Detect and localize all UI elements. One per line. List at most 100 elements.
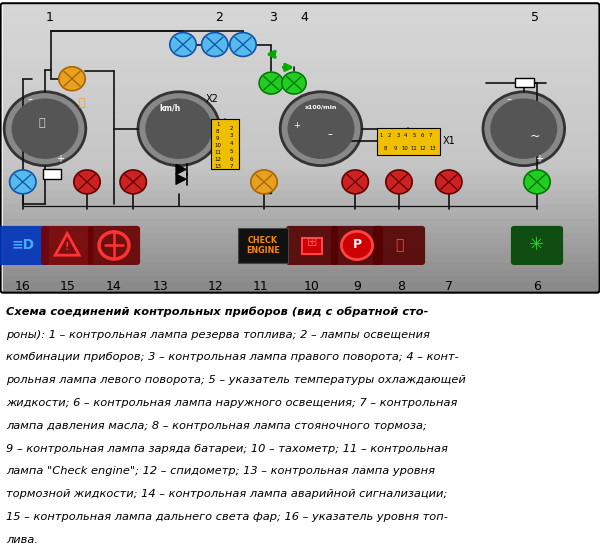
Bar — [238, 228, 288, 263]
Text: лампа "Check engine"; 12 – спидометр; 13 – контрольная лампа уровня: лампа "Check engine"; 12 – спидометр; 13… — [6, 466, 435, 476]
FancyBboxPatch shape — [0, 226, 49, 265]
Text: 3: 3 — [269, 11, 277, 24]
Bar — [3, 134, 597, 141]
Text: CHECK
ENGINE: CHECK ENGINE — [246, 236, 280, 255]
Circle shape — [145, 98, 212, 159]
Bar — [3, 276, 597, 283]
Text: тормозной жидкости; 14 – контрольная лампа аварийной сигнализации;: тормозной жидкости; 14 – контрольная лам… — [6, 489, 447, 499]
Text: 1: 1 — [45, 11, 53, 24]
Text: –: – — [328, 129, 332, 139]
Bar — [3, 255, 597, 262]
Text: 8: 8 — [384, 146, 388, 151]
Text: 8: 8 — [216, 129, 220, 134]
Circle shape — [490, 98, 557, 159]
Text: 8: 8 — [397, 280, 405, 293]
Text: +: + — [293, 122, 301, 130]
Text: ⛽: ⛽ — [38, 118, 46, 128]
Text: 14: 14 — [106, 280, 122, 293]
Circle shape — [287, 98, 355, 159]
Text: 15 – контрольная лампа дальнего света фар; 16 – указатель уровня топ-: 15 – контрольная лампа дальнего света фа… — [6, 512, 448, 522]
Text: 16: 16 — [15, 280, 31, 293]
Bar — [3, 233, 597, 241]
Text: 7: 7 — [230, 164, 233, 169]
Text: рольная лампа левого поворота; 5 – указатель температуры охлаждающей: рольная лампа левого поворота; 5 – указа… — [6, 375, 466, 385]
Text: 13: 13 — [153, 280, 169, 293]
Text: 6: 6 — [230, 156, 233, 161]
Circle shape — [120, 170, 146, 194]
FancyBboxPatch shape — [373, 226, 425, 265]
FancyBboxPatch shape — [88, 226, 140, 265]
Bar — [3, 12, 597, 20]
Bar — [3, 262, 597, 269]
Text: роны): 1 – контрольная лампа резерва топлива; 2 – лампы освещения: роны): 1 – контрольная лампа резерва топ… — [6, 330, 430, 339]
FancyBboxPatch shape — [331, 226, 383, 265]
Text: 9: 9 — [394, 146, 397, 151]
Text: x100/min: x100/min — [305, 104, 337, 110]
Text: 13: 13 — [429, 146, 436, 151]
Bar — [3, 226, 597, 233]
Bar — [3, 84, 597, 91]
Bar — [3, 91, 597, 98]
Circle shape — [251, 170, 277, 194]
Text: 1: 1 — [216, 122, 220, 127]
Circle shape — [10, 170, 36, 194]
Text: 2: 2 — [215, 11, 223, 24]
Circle shape — [386, 170, 412, 194]
Bar — [3, 5, 597, 12]
Text: 4: 4 — [404, 133, 407, 138]
Bar — [3, 191, 597, 198]
Circle shape — [4, 92, 86, 166]
Text: 12: 12 — [208, 280, 224, 293]
Text: 13: 13 — [214, 165, 221, 169]
Bar — [3, 198, 597, 205]
Text: 7: 7 — [445, 280, 453, 293]
Bar — [515, 78, 534, 87]
Text: 12: 12 — [419, 146, 427, 151]
Polygon shape — [176, 174, 187, 185]
Bar — [3, 27, 597, 34]
Circle shape — [202, 33, 228, 56]
Text: 6: 6 — [421, 133, 424, 138]
Bar — [3, 70, 597, 77]
Text: ⛽: ⛽ — [79, 98, 86, 108]
Bar — [3, 148, 597, 155]
FancyBboxPatch shape — [41, 226, 94, 265]
Text: жидкости; 6 – контрольная лампа наружного освещения; 7 – контрольная: жидкости; 6 – контрольная лампа наружног… — [6, 398, 457, 408]
FancyBboxPatch shape — [511, 226, 563, 265]
Text: 11: 11 — [214, 150, 221, 155]
Text: P: P — [352, 238, 362, 251]
Text: 3: 3 — [230, 134, 233, 138]
Bar — [262, 180, 271, 193]
Bar — [3, 48, 597, 55]
Circle shape — [341, 231, 373, 260]
Bar — [3, 169, 597, 176]
Bar — [3, 141, 597, 148]
Bar — [3, 162, 597, 169]
Bar — [3, 119, 597, 127]
Text: ⊞: ⊞ — [307, 236, 317, 249]
Circle shape — [342, 170, 368, 194]
Text: ~: ~ — [529, 130, 540, 143]
Circle shape — [11, 98, 79, 159]
Text: 9 – контрольная лампа заряда батареи; 10 – тахометр; 11 – контрольная: 9 – контрольная лампа заряда батареи; 10… — [6, 444, 448, 453]
Text: ✳: ✳ — [529, 236, 545, 255]
Bar — [3, 55, 597, 62]
Polygon shape — [176, 164, 187, 175]
Bar — [3, 98, 597, 105]
Text: 5: 5 — [230, 149, 233, 154]
Bar — [3, 105, 597, 112]
Bar — [3, 205, 597, 212]
Bar — [3, 283, 597, 291]
Text: 9: 9 — [216, 136, 220, 141]
Text: 10: 10 — [304, 280, 320, 293]
Bar — [3, 20, 597, 27]
Bar — [3, 248, 597, 255]
Text: 11: 11 — [410, 146, 417, 151]
Text: km/h: km/h — [159, 104, 181, 112]
Bar — [3, 184, 597, 191]
Bar — [3, 34, 597, 41]
Bar — [3, 112, 597, 119]
Bar — [3, 62, 597, 70]
Text: –: – — [506, 94, 511, 104]
Text: 2: 2 — [388, 133, 391, 138]
